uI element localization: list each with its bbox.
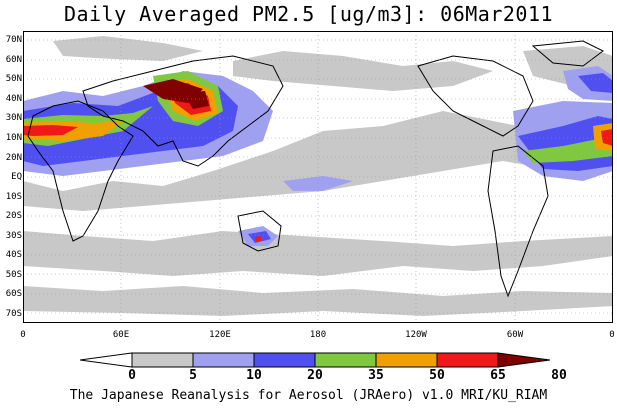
lon-label: 0 — [609, 330, 615, 340]
map-title: Daily Averaged PM2.5 [ug/m3]: 06Mar2011 — [63, 2, 554, 26]
pm25-level-5-10 — [23, 36, 613, 316]
colorbar-level-label: 65 — [490, 368, 506, 383]
lon-label: 180 — [309, 330, 327, 340]
colorbar — [80, 352, 550, 368]
lat-label: 70S — [5, 309, 22, 319]
colorbar-level-label: 5 — [189, 368, 197, 383]
lat-label: 10N — [5, 133, 22, 143]
lat-label: EQ — [11, 172, 22, 182]
colorbar-level-label: 10 — [246, 368, 262, 383]
lat-label: 20N — [5, 153, 22, 163]
colorbar-cell — [314, 352, 377, 368]
lat-label: 20S — [5, 211, 22, 221]
lat-label: 50S — [5, 270, 22, 280]
colorbar-cell — [253, 352, 316, 368]
lat-label: 30N — [5, 113, 22, 123]
lat-label: 50N — [5, 74, 22, 84]
credit-line: The Japanese Reanalysis for Aerosol (JRA… — [69, 388, 548, 403]
lat-label: 40S — [5, 250, 22, 260]
colorbar-cell — [375, 352, 438, 368]
lat-label: 10S — [5, 192, 22, 202]
colorbar-level-label: 0 — [128, 368, 136, 383]
graticule — [23, 31, 613, 323]
colorbar-level-label: 50 — [429, 368, 445, 383]
colorbar-cell — [131, 352, 194, 368]
lon-label: 120W — [405, 330, 427, 340]
pm25-level-80-plus — [143, 79, 209, 109]
lon-label: 60W — [506, 330, 524, 340]
map-frame — [23, 31, 613, 323]
colorbar-cell — [436, 352, 499, 368]
colorbar-cell — [192, 352, 255, 368]
colorbar-level-label: 80 — [551, 368, 567, 383]
colorbar-arrow-left — [80, 352, 133, 368]
pm25-map — [23, 31, 613, 323]
lat-label: 30S — [5, 231, 22, 241]
colorbar-cells — [131, 352, 499, 368]
colorbar-arrow-right — [497, 352, 550, 368]
lat-label: 70N — [5, 35, 22, 45]
lon-label: 0 — [20, 330, 26, 340]
lat-label: 60N — [5, 55, 22, 65]
lat-label: 40N — [5, 94, 22, 104]
lon-label: 60E — [112, 330, 130, 340]
lon-label: 120E — [209, 330, 231, 340]
colorbar-level-label: 35 — [368, 368, 384, 383]
lat-label: 60S — [5, 289, 22, 299]
colorbar-level-label: 20 — [307, 368, 323, 383]
